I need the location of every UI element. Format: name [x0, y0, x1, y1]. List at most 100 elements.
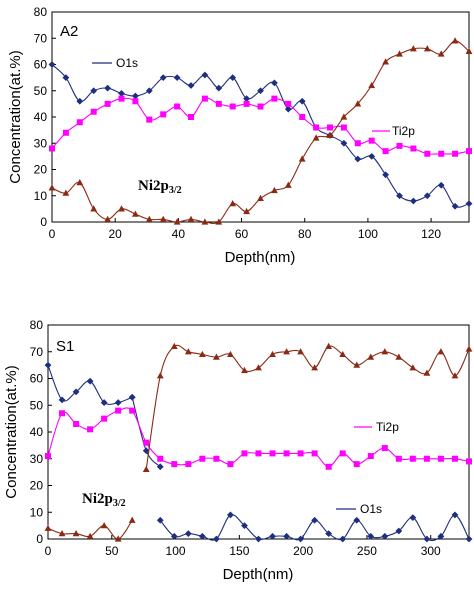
y-tick-label: 0 — [40, 215, 47, 229]
data-point-ni2p3-2 — [465, 47, 473, 54]
data-point-o1s — [159, 74, 167, 82]
data-point-ti2p — [215, 100, 222, 107]
data-point-ti2p — [76, 119, 83, 126]
data-point-o1s — [269, 532, 276, 540]
data-point-ni2p3-2 — [255, 364, 262, 371]
data-point-ni2p3-2 — [298, 155, 306, 162]
y-tick-label: 40 — [30, 425, 44, 439]
data-point-ti2p — [367, 453, 374, 460]
data-point-ti2p — [381, 445, 388, 452]
data-point-o1s — [368, 152, 376, 160]
series-ti2p-a2 — [49, 95, 472, 157]
data-point-o1s — [325, 530, 333, 538]
x-tick-label: 50 — [105, 544, 119, 558]
y-tick-label: 80 — [30, 318, 44, 332]
data-point-ti2p — [255, 450, 262, 457]
data-point-ti2p — [325, 463, 332, 470]
x-tick-label: 100 — [358, 227, 378, 241]
data-point-ti2p — [353, 461, 360, 468]
data-point-ni2p3-2 — [339, 350, 347, 358]
data-point-ti2p — [466, 458, 472, 465]
data-point-ti2p — [339, 450, 346, 457]
data-point-ti2p — [466, 148, 472, 155]
data-point-ti2p — [104, 100, 111, 107]
data-point-ni2p3-2 — [142, 465, 150, 473]
data-point-o1s — [58, 396, 66, 404]
data-point-o1s — [437, 181, 445, 189]
y-tick-label: 0 — [36, 532, 43, 546]
data-point-ni2p3-2 — [156, 372, 164, 379]
y-tick-label: 80 — [34, 5, 48, 19]
data-point-ni2p3-2 — [241, 366, 248, 374]
data-point-ti2p — [157, 455, 164, 462]
data-point-ti2p — [395, 455, 402, 462]
data-point-ni2p3-2 — [118, 205, 125, 212]
data-point-o1s — [184, 530, 192, 538]
data-point-ni2p3-2 — [269, 350, 276, 358]
data-point-o1s — [104, 84, 111, 92]
data-point-ni2p3-2 — [451, 372, 459, 379]
data-point-o1s — [72, 388, 80, 396]
data-point-o1s — [142, 447, 150, 455]
data-point-o1s — [213, 535, 220, 543]
data-point-o1s — [198, 532, 206, 540]
data-point-o1s — [257, 87, 264, 95]
data-point-ti2p — [229, 103, 236, 110]
data-point-ni2p3-2 — [227, 350, 234, 358]
data-point-ti2p — [283, 450, 290, 457]
data-point-ti2p — [452, 150, 459, 157]
data-point-o1s — [395, 527, 403, 535]
legend-label-o1s-a2: O1s — [116, 56, 138, 70]
axes-a2: 0 10 20 30 40 50 60 70 80 0 20 40 60 80 100 120 — [34, 5, 442, 241]
data-point-o1s — [451, 202, 459, 210]
data-point-ti2p — [87, 426, 94, 433]
data-point-o1s — [298, 97, 306, 105]
data-point-ni2p3-2 — [48, 184, 56, 191]
series-a2 — [48, 37, 473, 225]
data-point-ti2p — [269, 450, 276, 457]
data-point-o1s — [283, 532, 290, 540]
data-point-ni2p3-2 — [326, 131, 334, 138]
data-point-ni2p3-2 — [437, 50, 445, 57]
data-point-ti2p — [101, 415, 108, 422]
data-point-ti2p — [241, 450, 248, 457]
data-point-ti2p — [424, 150, 431, 157]
data-point-o1s — [339, 535, 347, 543]
data-point-ni2p3-2 — [198, 350, 206, 358]
x-tick-label: 0 — [49, 227, 56, 241]
data-point-o1s — [284, 105, 292, 113]
data-point-ni2p3-2 — [215, 218, 223, 225]
data-point-ti2p — [437, 455, 444, 462]
data-point-ni2p3-2 — [145, 215, 153, 222]
plot-frame-a2 — [51, 11, 470, 223]
axes-s1: 0 10 20 30 40 50 60 70 80 0 50 100 150 200 250 300 — [30, 318, 441, 558]
data-point-ni2p3-2 — [409, 364, 417, 371]
data-point-ti2p — [201, 95, 208, 102]
data-point-ni2p3-2 — [90, 205, 98, 212]
data-point-ni2p3-2 — [170, 342, 178, 349]
y-tick-label: 70 — [34, 31, 48, 45]
data-point-o1s — [145, 87, 153, 95]
legend-label-ti2p-s1: Ti2p — [376, 420, 399, 434]
data-point-ni2p3-2 — [62, 189, 70, 196]
data-point-ni2p3-2 — [213, 353, 220, 360]
data-point-ti2p — [311, 450, 318, 457]
data-point-ni2p3-2 — [311, 364, 319, 371]
data-point-ni2p3-2 — [354, 100, 362, 107]
data-point-o1s — [128, 393, 136, 401]
data-point-ni2p3-2 — [410, 45, 417, 52]
data-point-ti2p — [368, 137, 375, 144]
y-tick-label: 30 — [34, 136, 48, 150]
data-point-o1s — [227, 511, 234, 519]
data-point-o1s — [396, 192, 403, 200]
data-point-ti2p — [438, 150, 445, 157]
data-point-ti2p — [73, 420, 80, 427]
data-point-o1s — [100, 399, 108, 406]
x-axis-title-s1: Depth(nm) — [223, 566, 294, 583]
x-axis-title-a2: Depth(nm) — [225, 249, 296, 266]
series-label-ni-s1: Ni2p3/2 — [82, 491, 126, 509]
data-point-ni2p3-2 — [423, 45, 431, 52]
data-point-o1s — [451, 511, 459, 519]
y-tick-label: 50 — [30, 398, 44, 412]
data-point-ti2p — [146, 116, 153, 123]
